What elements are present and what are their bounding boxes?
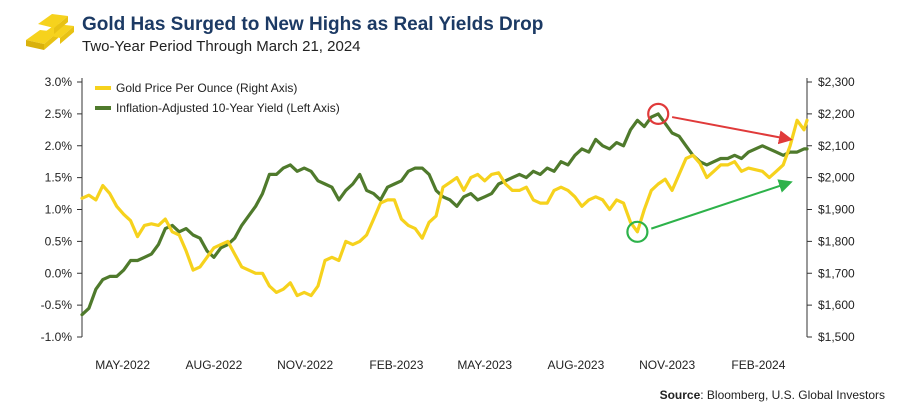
chart-title: Gold Has Surged to New Highs as Real Yie… xyxy=(82,14,544,35)
x-tick-label: FEB-2023 xyxy=(369,358,423,372)
left-axis: -1.0% -0.5% 0.0% 0.5% 1.0% 1.5% 2.0% 2.5% 3.0% xyxy=(41,75,83,344)
right-tick-label: $1,800 xyxy=(818,234,855,248)
source-note: Source: Bloomberg, U.S. Global Investors xyxy=(660,388,885,402)
right-tick-label: $2,300 xyxy=(818,75,855,89)
series-layer xyxy=(80,112,809,317)
left-tick-label: 2.0% xyxy=(45,139,73,153)
right-tick-label: $1,500 xyxy=(818,330,855,344)
right-tick-label: $1,900 xyxy=(818,203,855,217)
chart-subtitle: Two-Year Period Through March 21, 2024 xyxy=(82,38,361,55)
left-tick-label: -1.0% xyxy=(41,330,73,344)
annotation-circle xyxy=(626,220,649,243)
real-yield-line xyxy=(80,112,809,317)
annotation-arrow xyxy=(671,116,793,145)
right-axis: $1,500 $1,600 $1,700 $1,800 $1,900 $2,000 $2,1… xyxy=(806,75,855,344)
left-tick-label: 0.0% xyxy=(45,266,73,280)
x-tick-label: MAY-2022 xyxy=(95,358,150,372)
x-tick-label: MAY-2023 xyxy=(457,358,512,372)
legend-label-yield: Inflation-Adjusted 10-Year Yield (Left A… xyxy=(116,101,340,115)
right-tick-label: $2,100 xyxy=(818,139,855,153)
x-tick-label: AUG-2023 xyxy=(548,358,605,372)
source-text: : Bloomberg, U.S. Global Investors xyxy=(700,388,885,402)
left-tick-label: 0.5% xyxy=(45,234,73,248)
left-tick-label: 2.5% xyxy=(45,107,73,121)
left-tick-label: 1.0% xyxy=(45,203,73,217)
x-tick-label: AUG-2022 xyxy=(186,358,243,372)
right-tick-label: $2,000 xyxy=(818,171,855,185)
annotation-circle xyxy=(647,102,670,125)
gold-price-line xyxy=(80,118,809,298)
x-tick-label: NOV-2022 xyxy=(277,358,333,372)
left-tick-label: 3.0% xyxy=(45,75,73,89)
annotation-arrow xyxy=(650,179,793,230)
right-tick-label: $2,200 xyxy=(818,107,855,121)
x-tick-label: FEB-2024 xyxy=(731,358,785,372)
right-tick-label: $1,700 xyxy=(818,266,855,280)
legend: Gold Price Per Ounce (Right Axis) Inflat… xyxy=(95,81,340,115)
annotation-layer xyxy=(626,102,793,243)
legend-label-gold: Gold Price Per Ounce (Right Axis) xyxy=(116,81,297,95)
source-label: Source xyxy=(659,388,701,402)
x-axis: MAY-2022 AUG-2022 NOV-2022 FEB-2023 MAY-2023… xyxy=(95,358,785,372)
right-tick-label: $1,600 xyxy=(818,298,855,312)
left-tick-label: 1.5% xyxy=(45,171,73,185)
left-tick-label: -0.5% xyxy=(41,298,73,312)
gold-bars-icon xyxy=(26,14,74,50)
x-tick-label: NOV-2023 xyxy=(639,358,695,372)
